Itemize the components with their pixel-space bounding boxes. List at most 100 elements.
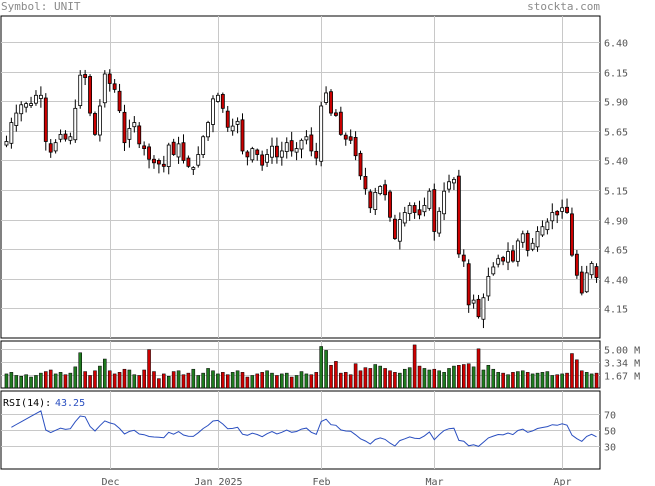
- volume-bar: [245, 376, 250, 389]
- volume-bar: [452, 365, 456, 389]
- candle-body: [353, 137, 358, 157]
- candle-body: [24, 103, 29, 108]
- price-candles: [4, 69, 599, 329]
- volume-bar: [53, 373, 58, 389]
- x-tick-label: Apr: [553, 477, 571, 486]
- volume-bar: [73, 366, 78, 389]
- volume-bar: [570, 353, 574, 389]
- volume-bar: [4, 373, 9, 389]
- candle-body: [432, 189, 437, 232]
- volume-bar: [157, 378, 161, 389]
- volume-bar: [407, 367, 412, 389]
- candle-body: [378, 186, 383, 194]
- candle-body: [407, 205, 412, 215]
- rsi-tick-label: 50: [604, 427, 616, 438]
- volume-bars: [4, 344, 599, 389]
- candle-body: [284, 142, 289, 152]
- volume-bar: [14, 375, 19, 389]
- volume-bar: [230, 372, 235, 389]
- candle-body: [211, 98, 215, 125]
- volume-bar: [191, 368, 196, 389]
- volume-bar: [162, 373, 166, 389]
- volume-bar: [58, 372, 63, 389]
- candle-body: [550, 212, 555, 222]
- candle-body: [122, 111, 127, 144]
- candle-body: [68, 136, 73, 141]
- volume-bar: [181, 374, 186, 389]
- volume-bar: [422, 368, 427, 389]
- candle-body: [117, 90, 122, 112]
- rsi-series-line: [11, 410, 597, 447]
- volume-bar: [34, 375, 38, 389]
- candle-body: [579, 271, 584, 294]
- candle-body: [215, 94, 220, 102]
- volume-bar: [461, 364, 466, 389]
- volume-bar: [309, 374, 314, 389]
- x-tick-label: Jan 2025: [194, 477, 242, 486]
- candle-body: [38, 94, 43, 99]
- volume-bar: [186, 372, 191, 389]
- volume-bar: [324, 350, 328, 389]
- volume-bar: [24, 374, 28, 389]
- volume-bar: [240, 372, 245, 389]
- candle-body: [515, 240, 520, 262]
- volume-bar: [63, 374, 68, 389]
- rsi-label: RSI(14):: [3, 398, 51, 409]
- candle-body: [368, 191, 373, 209]
- candle-body: [314, 150, 319, 159]
- volume-bar: [122, 368, 127, 389]
- volume-bar: [402, 368, 407, 389]
- candle-body: [304, 136, 309, 141]
- volume-bar: [270, 372, 274, 389]
- candle-body: [102, 73, 107, 104]
- candle-body: [83, 74, 88, 78]
- volume-bar: [68, 372, 73, 389]
- candle-body: [319, 105, 324, 162]
- candle-body: [191, 167, 196, 170]
- volume-bar: [294, 375, 299, 389]
- volume-bar: [535, 372, 540, 389]
- symbol-label: Symbol: UNIT: [1, 0, 81, 13]
- grid-lines: [1, 16, 600, 469]
- volume-bar: [117, 372, 122, 389]
- candle-body: [471, 299, 476, 304]
- volume-bar: [398, 372, 402, 389]
- candle-body: [235, 120, 240, 125]
- volume-bar: [260, 372, 264, 389]
- candle-body: [535, 231, 540, 248]
- volume-bar: [491, 368, 496, 389]
- volume-bar: [373, 364, 378, 389]
- candle-body: [456, 175, 461, 255]
- candle-body: [88, 76, 92, 114]
- candle-body: [299, 139, 304, 150]
- volume-bar: [103, 358, 107, 389]
- candle-body: [270, 145, 274, 158]
- candle-body: [260, 154, 265, 166]
- candle-body: [589, 263, 594, 276]
- volume-bar: [565, 372, 569, 389]
- candle-body: [176, 143, 181, 158]
- volume-bar: [299, 371, 304, 389]
- y-tick-label: 4.90: [604, 217, 628, 228]
- candle-body: [481, 297, 486, 320]
- site-name: stockta.com: [527, 0, 600, 13]
- volume-bar: [511, 372, 515, 389]
- candle-body: [412, 205, 417, 213]
- candle-body: [14, 112, 19, 126]
- volume-bar: [501, 372, 505, 389]
- volume-bar: [530, 373, 535, 389]
- candle-body: [152, 158, 156, 164]
- candle-body: [461, 254, 466, 262]
- candle-body: [132, 122, 137, 128]
- candle-body: [511, 250, 515, 262]
- candle-body: [486, 276, 491, 297]
- candle-body: [43, 97, 48, 142]
- candle-body: [230, 125, 235, 132]
- candle-body: [34, 94, 38, 104]
- candle-body: [250, 148, 255, 161]
- volume-bar: [132, 374, 137, 389]
- candle-body: [107, 73, 112, 84]
- volume-bar: [265, 370, 269, 389]
- candle-body: [196, 154, 201, 166]
- candle-body: [324, 92, 329, 103]
